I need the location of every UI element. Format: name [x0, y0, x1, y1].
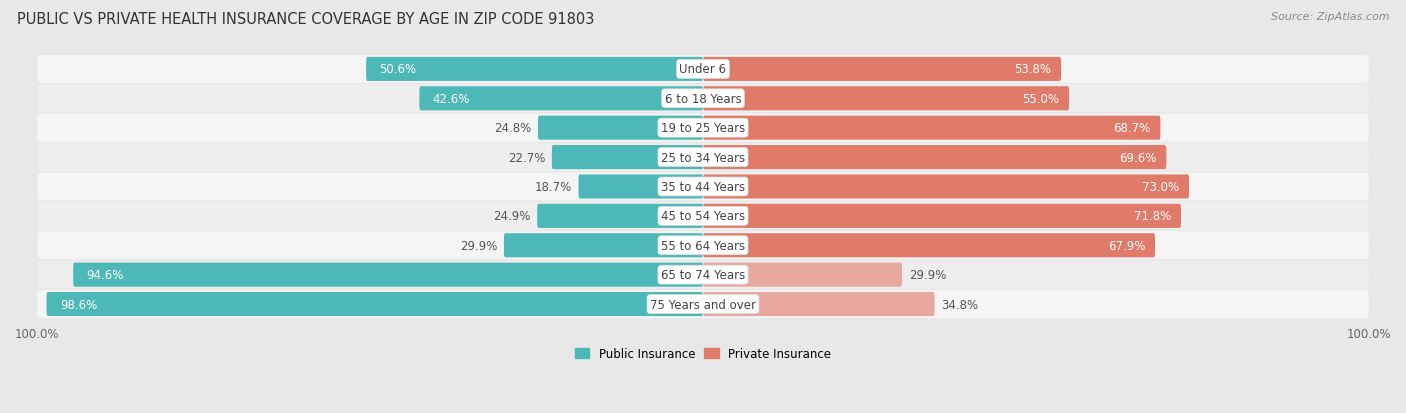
FancyBboxPatch shape: [703, 263, 903, 287]
FancyBboxPatch shape: [703, 58, 1062, 82]
FancyBboxPatch shape: [37, 202, 1369, 230]
Text: 67.9%: 67.9%: [1108, 239, 1144, 252]
Text: 24.8%: 24.8%: [494, 122, 531, 135]
FancyBboxPatch shape: [37, 85, 1369, 113]
Text: 69.6%: 69.6%: [1119, 151, 1156, 164]
FancyBboxPatch shape: [419, 87, 703, 111]
Text: 71.8%: 71.8%: [1133, 210, 1171, 223]
Text: 65 to 74 Years: 65 to 74 Years: [661, 268, 745, 282]
FancyBboxPatch shape: [366, 58, 703, 82]
FancyBboxPatch shape: [703, 116, 1160, 140]
Text: Under 6: Under 6: [679, 63, 727, 76]
FancyBboxPatch shape: [703, 292, 935, 316]
Text: 55 to 64 Years: 55 to 64 Years: [661, 239, 745, 252]
FancyBboxPatch shape: [37, 290, 1369, 318]
FancyBboxPatch shape: [37, 261, 1369, 289]
Text: 75 Years and over: 75 Years and over: [650, 298, 756, 311]
Text: 6 to 18 Years: 6 to 18 Years: [665, 93, 741, 106]
FancyBboxPatch shape: [37, 114, 1369, 142]
Text: 42.6%: 42.6%: [433, 93, 470, 106]
FancyBboxPatch shape: [703, 204, 1181, 228]
Text: 98.6%: 98.6%: [60, 298, 97, 311]
FancyBboxPatch shape: [503, 234, 703, 258]
Text: PUBLIC VS PRIVATE HEALTH INSURANCE COVERAGE BY AGE IN ZIP CODE 91803: PUBLIC VS PRIVATE HEALTH INSURANCE COVER…: [17, 12, 595, 27]
Text: 24.9%: 24.9%: [494, 210, 530, 223]
FancyBboxPatch shape: [37, 173, 1369, 201]
FancyBboxPatch shape: [37, 232, 1369, 260]
FancyBboxPatch shape: [538, 116, 703, 140]
Text: 25 to 34 Years: 25 to 34 Years: [661, 151, 745, 164]
Text: 53.8%: 53.8%: [1014, 63, 1052, 76]
FancyBboxPatch shape: [73, 263, 703, 287]
Text: 22.7%: 22.7%: [508, 151, 546, 164]
FancyBboxPatch shape: [703, 175, 1189, 199]
FancyBboxPatch shape: [703, 87, 1069, 111]
Legend: Public Insurance, Private Insurance: Public Insurance, Private Insurance: [571, 342, 835, 365]
FancyBboxPatch shape: [578, 175, 703, 199]
FancyBboxPatch shape: [37, 56, 1369, 84]
Text: 45 to 54 Years: 45 to 54 Years: [661, 210, 745, 223]
Text: Source: ZipAtlas.com: Source: ZipAtlas.com: [1271, 12, 1389, 22]
Text: 35 to 44 Years: 35 to 44 Years: [661, 180, 745, 194]
Text: 94.6%: 94.6%: [87, 268, 124, 282]
FancyBboxPatch shape: [703, 146, 1167, 170]
Text: 18.7%: 18.7%: [534, 180, 572, 194]
Text: 50.6%: 50.6%: [380, 63, 416, 76]
Text: 73.0%: 73.0%: [1142, 180, 1180, 194]
FancyBboxPatch shape: [46, 292, 703, 316]
FancyBboxPatch shape: [37, 144, 1369, 172]
FancyBboxPatch shape: [537, 204, 703, 228]
Text: 34.8%: 34.8%: [942, 298, 979, 311]
Text: 19 to 25 Years: 19 to 25 Years: [661, 122, 745, 135]
Text: 55.0%: 55.0%: [1022, 93, 1059, 106]
Text: 29.9%: 29.9%: [460, 239, 498, 252]
FancyBboxPatch shape: [553, 146, 703, 170]
FancyBboxPatch shape: [703, 234, 1156, 258]
Text: 29.9%: 29.9%: [908, 268, 946, 282]
Text: 68.7%: 68.7%: [1114, 122, 1150, 135]
